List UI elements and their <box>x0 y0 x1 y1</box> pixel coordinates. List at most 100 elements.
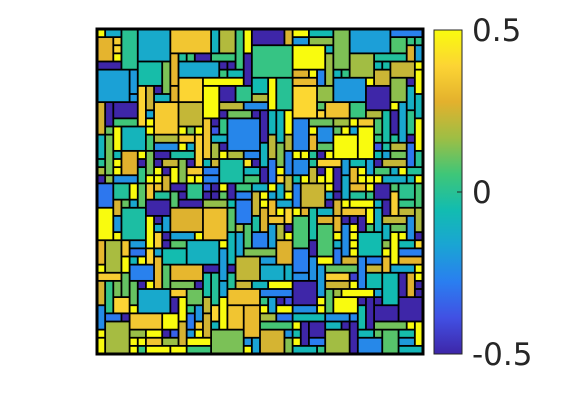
heatmap-cell <box>220 70 227 77</box>
heatmap-cell <box>317 168 325 175</box>
heatmap-cell <box>244 338 251 345</box>
heatmap-cell <box>366 184 374 191</box>
heatmap-cell <box>375 184 390 199</box>
heatmap-cell <box>236 192 251 199</box>
heatmap-cell <box>366 78 374 85</box>
heatmap-cell <box>383 216 406 224</box>
heatmap-cell <box>97 184 113 207</box>
heatmap-cell <box>252 78 268 94</box>
heatmap-cell <box>212 322 219 329</box>
heatmap-cell <box>269 111 276 134</box>
heatmap-cell <box>146 151 154 175</box>
heatmap-cell <box>138 281 145 289</box>
heatmap-cell <box>391 184 398 191</box>
heatmap-cell <box>350 184 366 191</box>
heatmap-cell <box>383 330 398 354</box>
heatmap-cell <box>212 192 219 199</box>
heatmap-cell <box>366 224 374 232</box>
heatmap-cell <box>138 338 145 345</box>
heatmap-cell <box>366 273 382 289</box>
heatmap-cell <box>415 38 423 45</box>
heatmap-cell <box>114 168 121 175</box>
heatmap-cell <box>391 38 406 53</box>
heatmap-cell <box>236 257 260 280</box>
heatmap-cell <box>326 289 333 313</box>
heatmap-cell <box>350 127 357 134</box>
heatmap-cell <box>334 29 349 69</box>
heatmap-cell <box>97 103 105 134</box>
heatmap-cell <box>383 249 390 256</box>
heatmap-cell <box>277 78 292 110</box>
heatmap-cell <box>138 151 145 159</box>
heatmap-cell <box>383 176 406 183</box>
heatmap-cell <box>342 322 349 329</box>
heatmap-cell <box>187 314 194 329</box>
heatmap-cell <box>114 103 137 118</box>
heatmap-cell <box>317 151 325 159</box>
heatmap-cell <box>309 38 333 45</box>
heatmap-cell <box>317 143 333 150</box>
heatmap-cell <box>391 151 406 159</box>
heatmap-cell <box>228 70 243 77</box>
heatmap-cell <box>106 314 121 321</box>
heatmap-cell <box>350 54 374 77</box>
heatmap-cell <box>399 330 414 337</box>
heatmap-cell <box>114 200 121 215</box>
heatmap-cell <box>317 176 325 183</box>
heatmap-cell <box>130 314 162 329</box>
heatmap-cell <box>366 192 374 199</box>
heatmap-cell <box>97 29 105 37</box>
heatmap-cell <box>375 54 406 61</box>
heatmap-cell <box>415 119 423 150</box>
heatmap-cell <box>277 143 284 167</box>
heatmap-cell <box>326 322 341 329</box>
heatmap-cell <box>309 29 333 37</box>
heatmap-cell <box>391 192 398 215</box>
heatmap-cell <box>342 208 366 215</box>
heatmap-cell <box>334 200 341 215</box>
heatmap-cell <box>122 241 129 256</box>
heatmap-cell <box>220 143 227 150</box>
heatmap-cell <box>326 273 349 280</box>
heatmap-cell <box>293 38 308 45</box>
heatmap-cell <box>358 168 366 175</box>
heatmap-cell <box>309 135 317 150</box>
heatmap-cell <box>187 346 211 354</box>
heatmap-cell <box>260 322 292 329</box>
heatmap-cell <box>269 78 276 110</box>
heatmap-cell <box>269 159 276 183</box>
heatmap-cell <box>252 281 268 289</box>
heatmap-cell <box>171 208 203 232</box>
heatmap-cell <box>236 224 243 232</box>
heatmap-cell <box>269 224 276 248</box>
heatmap-cell <box>163 233 170 240</box>
heatmap-cell <box>163 216 170 232</box>
heatmap-cell <box>358 233 382 256</box>
heatmap-cell <box>220 298 227 329</box>
heatmap-cell <box>415 281 423 289</box>
heatmap-cell <box>163 62 170 94</box>
heatmap-cell <box>293 70 308 77</box>
heatmap-cell <box>228 151 243 159</box>
heatmap-cell <box>260 143 268 167</box>
heatmap-cell <box>350 314 357 321</box>
heatmap-cell <box>375 70 390 85</box>
heatmap-cell <box>252 111 260 118</box>
heatmap-cell <box>375 143 382 150</box>
heatmap-cell <box>138 168 145 183</box>
heatmap-cell <box>154 103 178 134</box>
heatmap-cell <box>317 159 341 167</box>
heatmap-cell <box>407 273 414 297</box>
heatmap-cell <box>220 119 227 134</box>
heatmap-cell <box>391 135 398 142</box>
heatmap-cell <box>334 78 366 102</box>
heatmap-cell <box>391 143 406 150</box>
heatmap-cell <box>138 159 145 167</box>
heatmap-cell <box>391 168 398 175</box>
heatmap-cell <box>334 249 341 264</box>
heatmap-cell <box>334 241 341 248</box>
heatmap-cell <box>269 200 276 215</box>
heatmap-cell <box>252 29 284 45</box>
heatmap-cell <box>179 62 219 77</box>
heatmap-cell <box>277 298 284 305</box>
